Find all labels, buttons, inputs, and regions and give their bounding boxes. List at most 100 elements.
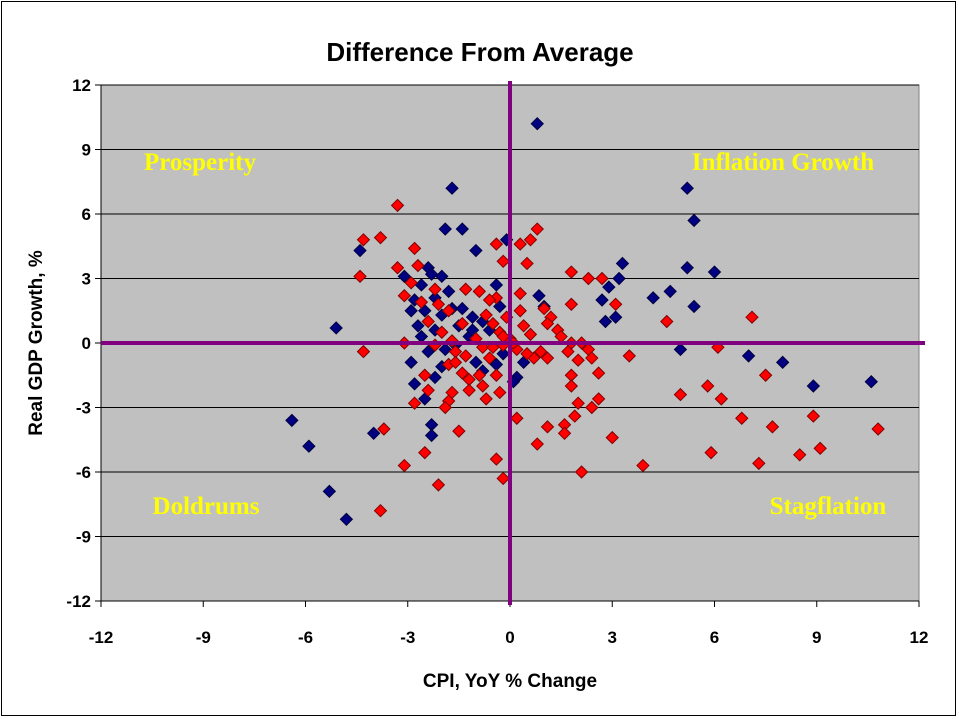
data-point-red — [735, 411, 749, 425]
data-point-red — [421, 314, 435, 329]
data-point-red — [564, 297, 579, 312]
data-point-red — [581, 271, 596, 286]
data-point-blue — [424, 428, 439, 443]
y-tick-label: -9 — [76, 528, 91, 547]
data-point-red — [479, 392, 493, 406]
data-point-red — [871, 422, 885, 436]
data-point-red — [414, 295, 429, 309]
data-point-red — [407, 396, 422, 410]
data-point-red — [373, 230, 388, 245]
data-point-red — [571, 396, 585, 410]
data-point-red — [411, 258, 425, 273]
data-point-red — [758, 368, 773, 382]
data-point-red — [482, 293, 497, 307]
data-point-blue — [680, 181, 694, 195]
y-tick-label: -12 — [66, 592, 91, 611]
data-point-red — [636, 458, 650, 473]
data-point-red — [557, 426, 572, 441]
data-points — [285, 116, 885, 527]
quadrant-label-stagflation: Stagflation — [770, 493, 887, 520]
data-point-blue — [421, 344, 435, 359]
data-point-red — [496, 471, 510, 486]
y-tick-label: -3 — [76, 399, 91, 418]
data-point-red — [765, 420, 780, 434]
data-point-blue — [673, 342, 688, 357]
data-point-blue — [397, 269, 412, 284]
x-axis-label: CPI, YoY % Change — [423, 671, 597, 692]
data-point-blue — [438, 342, 452, 357]
data-point-red — [568, 409, 582, 423]
data-point-red — [472, 368, 487, 382]
data-point-blue — [424, 267, 439, 281]
data-point-red — [407, 241, 422, 256]
data-point-blue — [404, 355, 418, 370]
tick-labels: -12 -9 -6 -3 0 3 6 9 12 -12 -9 -6 -3 0 3 6 9 12 — [66, 76, 928, 647]
data-point-red — [489, 452, 504, 466]
data-point-red — [486, 316, 500, 331]
data-point-red — [752, 456, 766, 471]
data-point-red — [516, 319, 531, 333]
data-point-red — [496, 254, 510, 269]
y-tick-label: 9 — [82, 141, 91, 160]
data-point-blue — [302, 439, 316, 453]
data-point-red — [428, 282, 442, 296]
data-point-red — [458, 282, 473, 296]
y-axis-label: Real GDP Growth, % — [26, 250, 47, 436]
data-point-red — [513, 237, 527, 251]
data-point-red — [390, 198, 405, 213]
data-point-red — [476, 379, 490, 393]
quadrant-axes — [101, 81, 925, 605]
data-point-red — [537, 301, 551, 316]
data-point-red — [421, 383, 435, 398]
data-point-red — [404, 276, 418, 290]
data-point-blue — [775, 355, 790, 370]
data-point-red — [591, 392, 606, 406]
data-point-blue — [465, 310, 480, 324]
data-point-red — [530, 222, 544, 236]
data-point-red — [714, 392, 729, 406]
y-tick-label: 6 — [82, 205, 91, 224]
data-point-blue — [407, 377, 422, 391]
quadrant-label-prosperity: Prosperity — [144, 149, 257, 176]
y-tick-label: 3 — [82, 270, 91, 289]
data-point-red — [608, 297, 623, 312]
data-point-red — [700, 379, 715, 393]
data-point-blue — [411, 319, 425, 333]
quadrant-label-doldrums: Doldrums — [153, 493, 260, 520]
data-point-red — [489, 368, 504, 382]
data-point-blue — [806, 379, 821, 393]
data-point-blue — [663, 284, 677, 299]
data-point-red — [704, 445, 718, 460]
data-point-blue — [441, 284, 456, 299]
data-point-red — [660, 314, 674, 329]
data-point-red — [479, 308, 493, 322]
data-point-blue — [595, 293, 609, 307]
data-point-blue — [864, 374, 878, 389]
x-tick-label: -9 — [196, 628, 211, 647]
data-point-red — [813, 441, 827, 456]
quadrant-label-inflation-growth: Inflation Growth — [692, 149, 874, 176]
data-point-red — [418, 445, 432, 460]
data-point-blue — [489, 278, 504, 292]
data-point-blue — [366, 426, 381, 441]
data-point-red — [533, 344, 548, 359]
data-point-blue — [438, 222, 452, 236]
data-point-red — [595, 271, 609, 286]
data-point-red — [356, 344, 371, 359]
data-point-red — [373, 503, 388, 518]
data-point-red — [397, 458, 412, 473]
data-point-blue — [469, 355, 483, 370]
x-tick-label: 9 — [812, 628, 821, 647]
data-point-blue — [646, 291, 660, 305]
y-tick-label: 0 — [82, 334, 91, 353]
data-point-blue — [602, 280, 616, 294]
data-point-red — [520, 347, 534, 361]
data-point-red — [520, 256, 534, 271]
data-point-red — [793, 448, 807, 462]
data-point-blue — [741, 349, 756, 363]
data-point-red — [448, 355, 463, 370]
data-point-red — [530, 437, 544, 451]
y-tick-label: 12 — [72, 76, 91, 95]
data-point-red — [622, 349, 636, 363]
